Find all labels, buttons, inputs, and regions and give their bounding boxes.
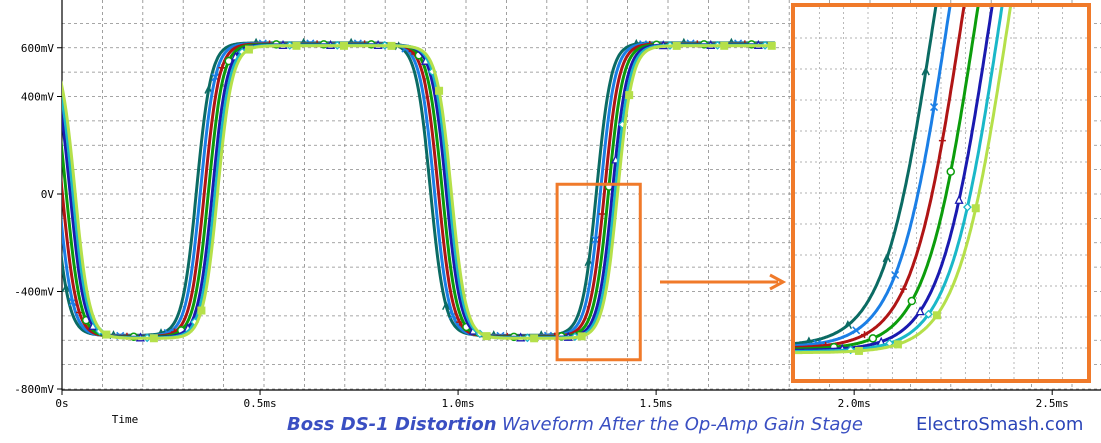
marker-square [625,91,634,100]
marker-square [292,41,301,50]
marker-square [482,332,491,341]
marker-square [340,41,349,50]
series-line [62,43,775,340]
series-group [62,37,776,343]
marker-arrow [442,301,451,311]
marker-plus [899,285,907,293]
marker-square [387,41,396,50]
marker-arrow [882,253,891,263]
y-tick-label: 600mV [21,42,54,55]
inset-series-group [795,7,1012,355]
marker-square [767,41,776,50]
inset-frame [791,3,1091,383]
series-markers [75,40,749,340]
inset-series-line [795,7,952,348]
x-tick-label: 2.0ms [838,397,871,410]
series-line [62,42,775,339]
marker-arrow [804,336,814,346]
marker-circle [868,334,878,343]
marker-square [893,340,902,349]
marker-square [197,306,206,315]
y-tick-label: -400mV [14,286,54,299]
series-markers [102,41,776,343]
series-markers [62,37,736,340]
marker-diamond [962,202,972,212]
y-tick-label: 400mV [21,91,54,104]
marker-square [854,346,863,355]
marker-square [244,45,253,54]
marker-plus [598,210,606,218]
inset-grid [795,7,1087,379]
marker-square [932,311,941,320]
marker-diamond [846,345,856,355]
series-line [62,42,775,338]
inset-series-line [795,7,1012,355]
inset-series-markers [854,204,980,355]
marker-plus [218,64,226,72]
marker-arrow [843,320,853,330]
marker-square [672,41,681,50]
series-line [62,43,775,339]
series-line [62,44,775,340]
marker-triangle [954,194,964,204]
x-tick-label: 1.5ms [640,397,673,410]
marker-arrow [921,66,930,76]
marker-square [149,334,158,343]
chart-subtitle: Waveform After the Op-Amp Gain Stage [502,414,863,435]
marker-square [971,204,980,213]
marker-square [720,41,729,50]
marker-square [530,334,539,343]
inset-series-markers [804,66,930,346]
brand-label: ElectroSmash.com [916,414,1084,435]
zoom-arrow-head [769,273,787,291]
zoom-window-box [555,182,642,362]
marker-circle [907,296,917,306]
x-tick-label: 1.0ms [442,397,475,410]
marker-square [435,86,444,95]
marker-x [852,326,861,335]
x-tick-label: 0s [55,397,68,410]
y-tick-label: 0V [41,188,55,201]
x-tick-label: 0.5ms [243,397,276,410]
marker-x [930,103,939,112]
marker-diamond [924,309,933,319]
marker-plus [861,331,869,339]
chart-title: Boss DS-1 Distortion [287,414,497,435]
marker-plus [938,137,946,145]
y-tick-label: -800mV [14,383,54,396]
marker-triangle [915,306,925,316]
marker-arrow [62,283,71,293]
inset-series-line [795,7,980,351]
marker-x [891,270,900,280]
inset-series-line [795,7,966,349]
marker-arrow [204,84,213,94]
marker-square [102,330,111,339]
marker-square [577,332,586,341]
x-axis-label: Time [112,413,139,426]
x-tick-label: 2.5ms [1036,397,1069,410]
marker-circle [946,167,955,176]
